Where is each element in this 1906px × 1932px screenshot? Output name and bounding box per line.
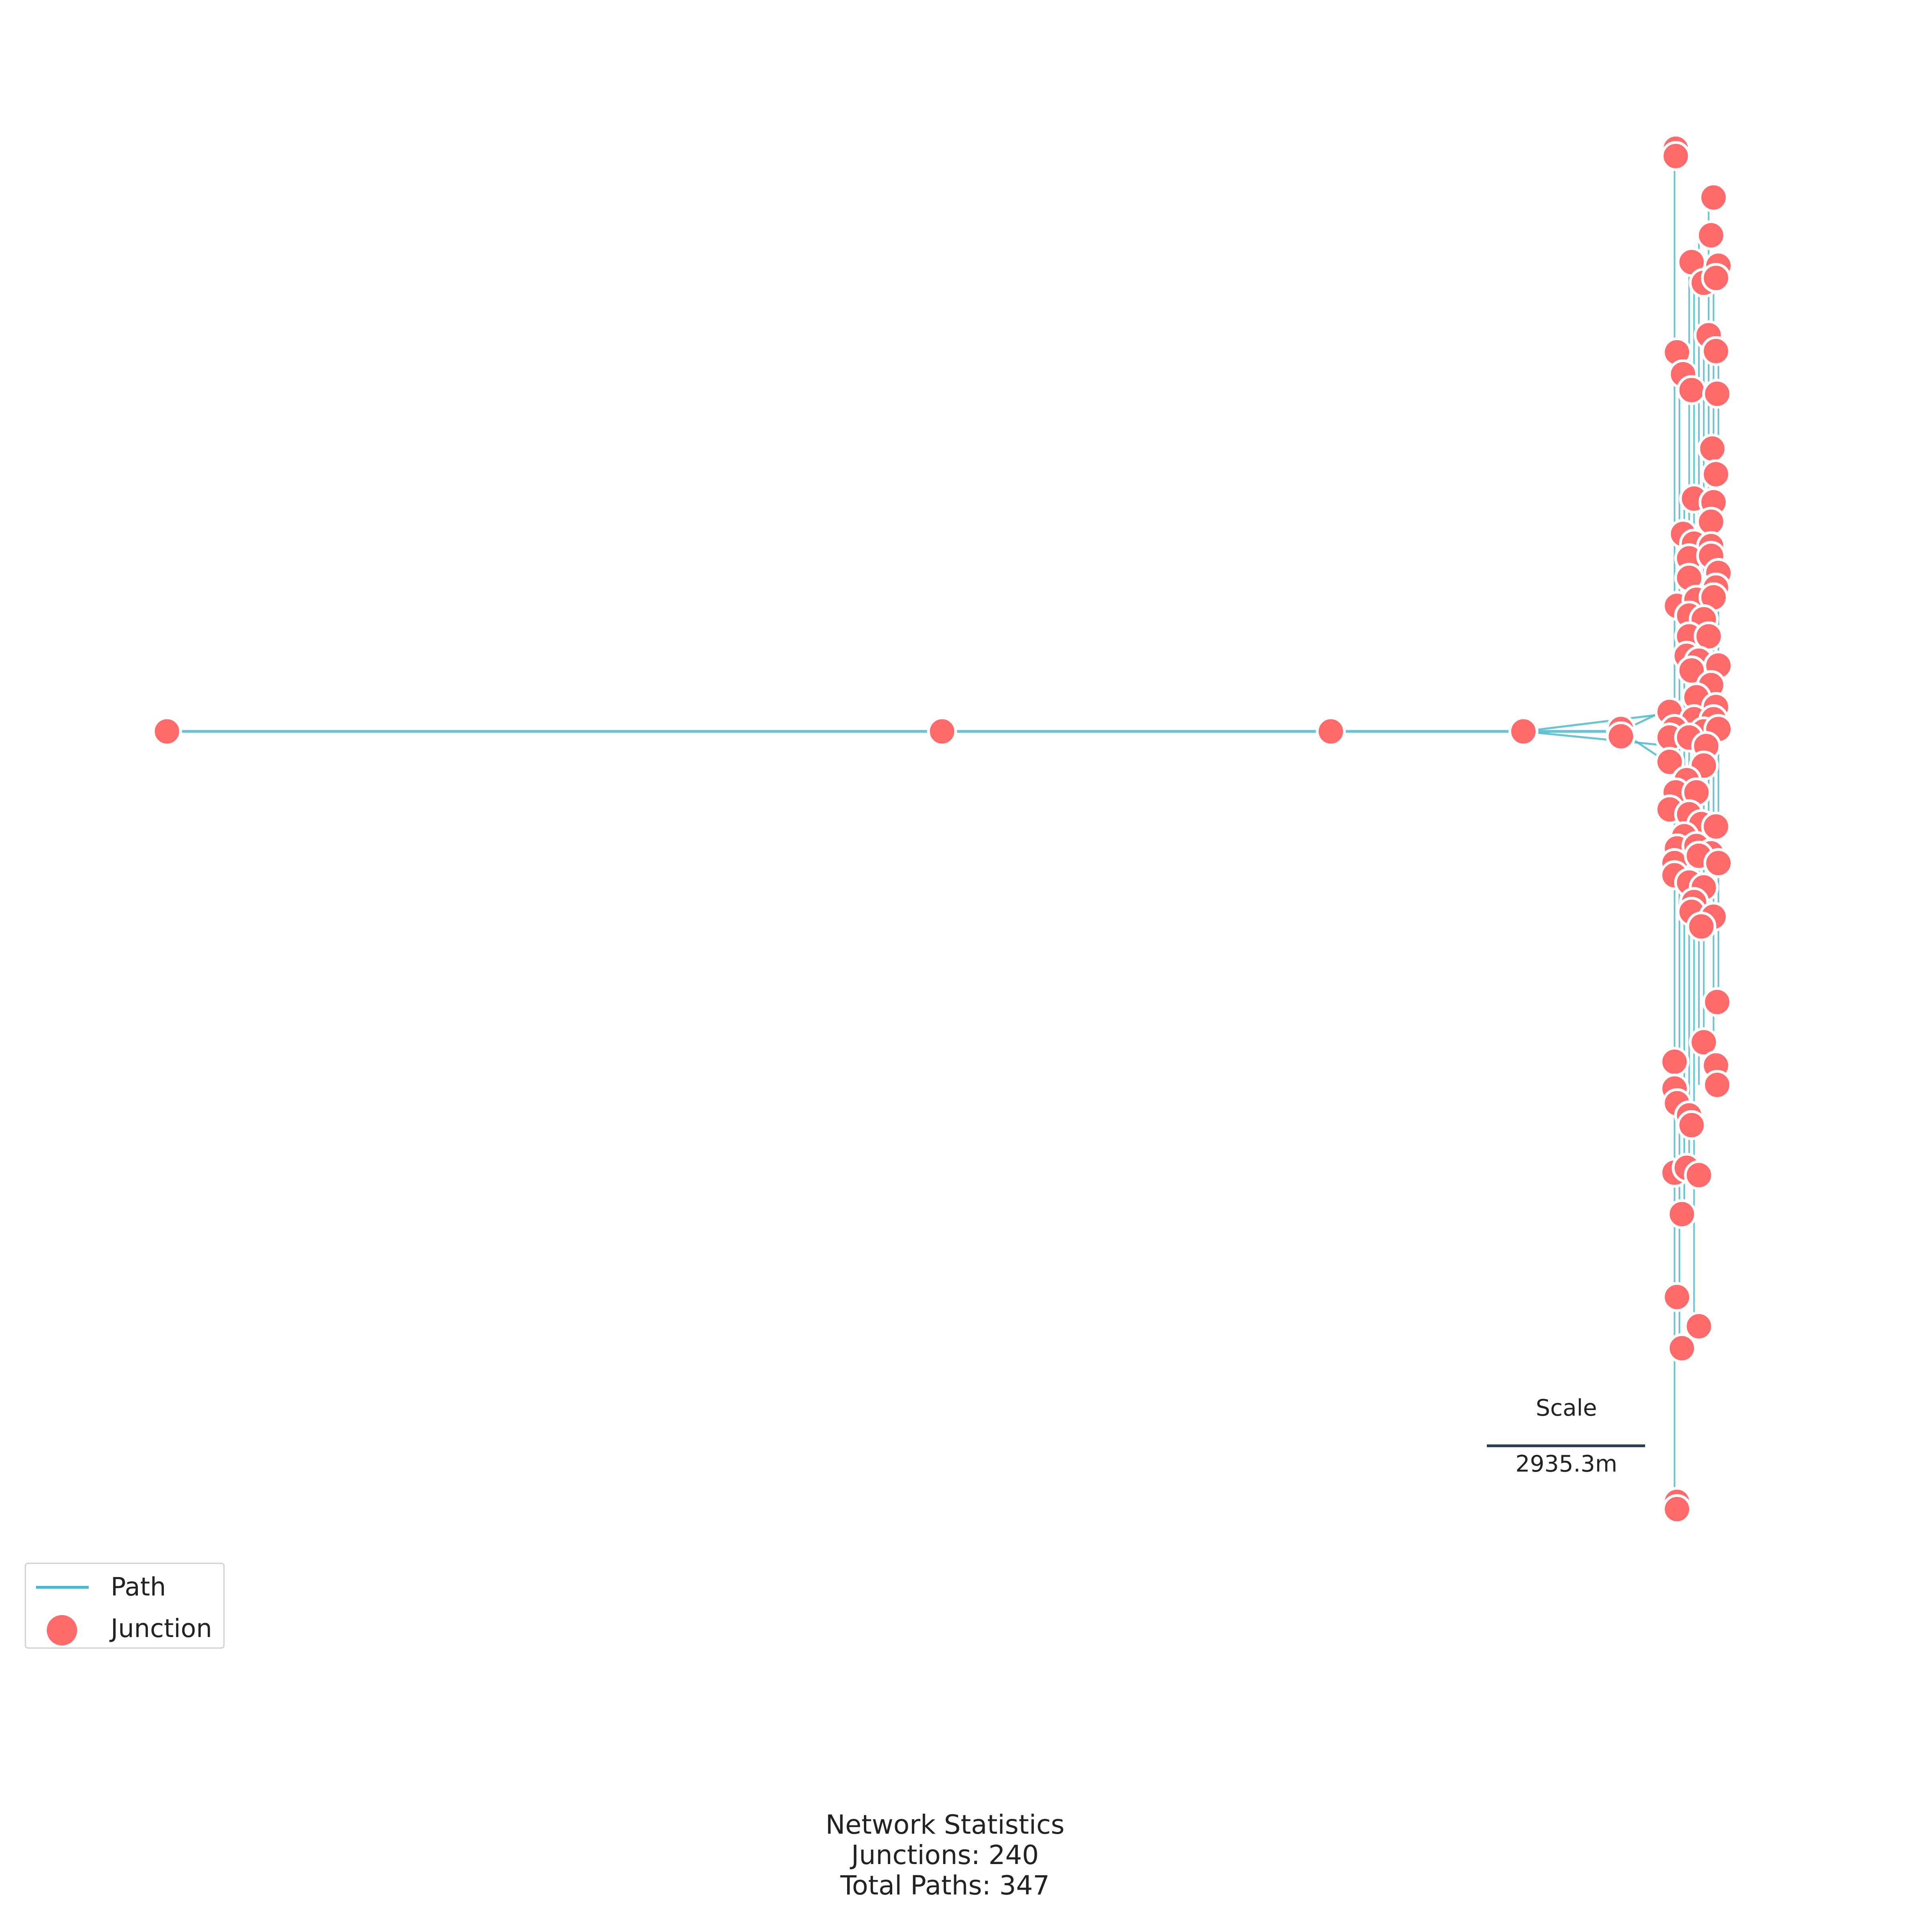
junction-layer: [152, 133, 1733, 1524]
path-segment: [1523, 712, 1672, 733]
junction-node: [1689, 1027, 1719, 1058]
network-statistics: Network Statistics Junctions: 240 Total …: [673, 1810, 1217, 1901]
legend-path-label: Path: [111, 1572, 166, 1601]
junction-node: [1702, 1070, 1732, 1100]
stats-junctions: Junctions: 240: [851, 1840, 1039, 1870]
junction-dot-icon: [47, 1615, 77, 1645]
junction-node: [1508, 716, 1538, 747]
junction-node: [1661, 141, 1691, 171]
junction-node: [1655, 747, 1685, 777]
path-segment: [1523, 730, 1672, 747]
junction-node: [1701, 336, 1731, 366]
path-layer: [167, 146, 1719, 1512]
junction-node: [1702, 378, 1732, 409]
junction-node: [152, 716, 182, 747]
junction-node: [1698, 182, 1729, 213]
junction-node: [1703, 848, 1733, 878]
junction-node: [1676, 1110, 1707, 1140]
junction-node: [927, 716, 957, 747]
junction-node: [1697, 433, 1727, 464]
junction-node: [1662, 1282, 1692, 1312]
junction-node: [1701, 459, 1731, 489]
scale-title: Scale: [1536, 1395, 1597, 1421]
junction-node: [1696, 220, 1726, 251]
junction-node: [1606, 721, 1636, 751]
legend-junction-label: Junction: [111, 1614, 212, 1643]
junction-node: [1686, 911, 1717, 942]
junction-node: [1684, 1311, 1714, 1341]
junction-node: [1701, 263, 1731, 293]
stats-paths: Total Paths: 347: [840, 1870, 1050, 1901]
junction-node: [1667, 1333, 1697, 1363]
junction-node: [1702, 987, 1732, 1017]
junction-node: [1667, 1199, 1697, 1229]
junction-node: [1316, 716, 1346, 747]
junction-node: [1659, 1047, 1690, 1077]
junction-node: [1684, 1160, 1714, 1190]
path-line-icon: [36, 1586, 89, 1589]
junction-node: [1676, 375, 1707, 405]
legend: Path Junction: [25, 1563, 225, 1649]
junction-node: [1662, 1494, 1692, 1524]
scale-value: 2935.3m: [1515, 1451, 1618, 1477]
scale-bar: [1487, 1444, 1645, 1447]
stats-title: Network Statistics: [825, 1809, 1065, 1840]
